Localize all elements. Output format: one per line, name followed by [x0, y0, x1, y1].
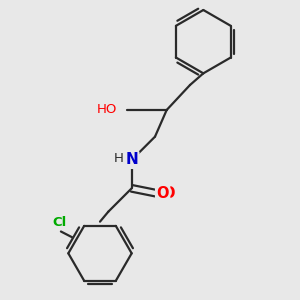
Text: Cl: Cl: [52, 216, 66, 229]
Text: HO: HO: [96, 103, 117, 116]
Text: O: O: [163, 186, 175, 201]
Text: O: O: [156, 186, 169, 201]
Text: N: N: [125, 152, 138, 167]
Text: N: N: [125, 152, 138, 167]
Text: H: H: [113, 152, 123, 165]
